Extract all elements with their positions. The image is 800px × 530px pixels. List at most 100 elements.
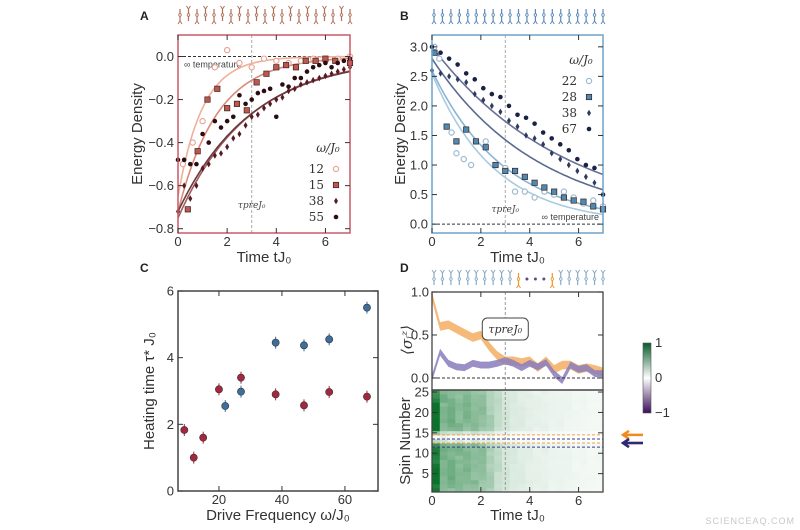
heatmap-cell bbox=[509, 471, 518, 477]
infinite-temperature-label: ∞ temperature bbox=[184, 60, 241, 70]
heatmap-cell bbox=[463, 443, 472, 448]
heatmap-cell bbox=[595, 394, 604, 399]
data-point bbox=[255, 90, 261, 96]
data-point bbox=[260, 55, 268, 62]
heatmap-cell bbox=[509, 459, 518, 464]
heatmap-cell bbox=[447, 422, 456, 428]
y-tick-label: 10 bbox=[415, 446, 429, 461]
arrowhead bbox=[499, 20, 505, 25]
data-point bbox=[549, 149, 554, 157]
data-point bbox=[467, 161, 475, 169]
arrowhead bbox=[600, 269, 606, 274]
spin-node bbox=[331, 13, 335, 17]
heatmap-cell bbox=[463, 414, 472, 419]
data-point bbox=[323, 60, 328, 66]
legend-label: 15 bbox=[309, 178, 324, 192]
spin-node bbox=[195, 13, 199, 17]
heatmap-cell bbox=[540, 483, 550, 489]
heatmap-cell bbox=[533, 410, 542, 415]
spin-node bbox=[516, 13, 521, 17]
heatmap-cell bbox=[517, 471, 526, 477]
spin-node bbox=[440, 13, 445, 17]
heatmap-cell bbox=[455, 483, 464, 489]
heatmap-cell bbox=[556, 434, 565, 440]
heatmap-cell bbox=[571, 406, 581, 411]
heatmap-cell bbox=[470, 434, 480, 440]
heatmap-cell bbox=[432, 439, 441, 444]
heatmap-cell bbox=[571, 455, 581, 460]
legend-marker bbox=[587, 109, 591, 117]
arrowhead bbox=[482, 269, 488, 274]
data-point bbox=[237, 130, 242, 138]
heatmap-cell bbox=[455, 439, 464, 444]
heatmap-cell bbox=[517, 426, 526, 432]
heatmap-cell bbox=[556, 471, 565, 477]
heatmap-cell bbox=[564, 467, 573, 472]
legend-marker bbox=[332, 181, 340, 189]
data-point bbox=[236, 59, 243, 67]
heatmap-cell bbox=[595, 467, 604, 472]
heatmap-cell bbox=[595, 406, 604, 411]
legend: ω/J₀ 22 28 38 67 bbox=[562, 53, 593, 136]
data-point bbox=[212, 118, 218, 124]
heatmap-cell bbox=[432, 463, 441, 468]
spin-node bbox=[575, 13, 580, 17]
heatmap-cell bbox=[525, 406, 534, 411]
data-point bbox=[580, 198, 587, 205]
spin-dot bbox=[525, 277, 529, 281]
heatmap-cell bbox=[509, 414, 518, 419]
heatmap-cell bbox=[447, 406, 456, 411]
heatmap-cell bbox=[571, 394, 581, 399]
prethermal-time-label: τpreJ₀ bbox=[488, 323, 522, 336]
heatmap-cell bbox=[587, 430, 596, 436]
heatmap-cell bbox=[447, 410, 456, 415]
data-point bbox=[219, 150, 223, 157]
heatmap-cell bbox=[486, 430, 495, 436]
heatmap-cell bbox=[579, 463, 588, 468]
heatmap-cell bbox=[579, 426, 588, 432]
heatmap-cell bbox=[540, 479, 550, 485]
heatmap-cell bbox=[587, 459, 596, 464]
heatmap-cell bbox=[587, 483, 596, 489]
data-point bbox=[189, 139, 196, 146]
heatmap-cell bbox=[540, 434, 550, 440]
data-point bbox=[237, 92, 242, 98]
data-point bbox=[512, 167, 519, 174]
y-tick-label: 2.0 bbox=[410, 98, 428, 113]
heatmap-cell bbox=[595, 487, 604, 493]
y-tick-label: 2.5 bbox=[410, 69, 428, 84]
heatmap-cell bbox=[478, 430, 487, 436]
heatmap-cell bbox=[447, 426, 456, 432]
data-point bbox=[482, 144, 489, 151]
arrowhead bbox=[262, 20, 268, 25]
data-point bbox=[249, 113, 254, 121]
heatmap-cell bbox=[463, 402, 472, 407]
heatmap-cell bbox=[556, 422, 565, 428]
heatmap-cell bbox=[533, 430, 542, 436]
data-point bbox=[524, 132, 529, 139]
data-point bbox=[304, 69, 310, 74]
data-point bbox=[590, 203, 597, 210]
x-axis-label: Drive Frequency ω/J₀ bbox=[206, 507, 350, 524]
data-point bbox=[566, 147, 572, 153]
spin-node bbox=[432, 13, 436, 17]
spin-node bbox=[297, 13, 301, 17]
data-point bbox=[194, 148, 201, 155]
spin-node bbox=[432, 277, 436, 281]
heatmap-cell bbox=[502, 390, 511, 395]
heatmap-cell bbox=[502, 410, 511, 415]
spin-dot bbox=[542, 277, 546, 281]
heatmap-cell bbox=[548, 426, 557, 432]
data-point bbox=[335, 68, 340, 75]
data-point bbox=[541, 184, 548, 191]
series-28 bbox=[431, 49, 607, 213]
heatmap-cell bbox=[439, 451, 449, 456]
spin-node bbox=[559, 277, 563, 281]
heatmap-cell bbox=[556, 447, 565, 452]
heatmap-cell bbox=[509, 475, 518, 481]
heatmap-cell bbox=[548, 410, 557, 415]
data-point bbox=[189, 453, 198, 462]
data-point bbox=[492, 161, 499, 169]
heatmap-cell bbox=[463, 418, 472, 424]
heatmap-cell bbox=[533, 467, 542, 472]
